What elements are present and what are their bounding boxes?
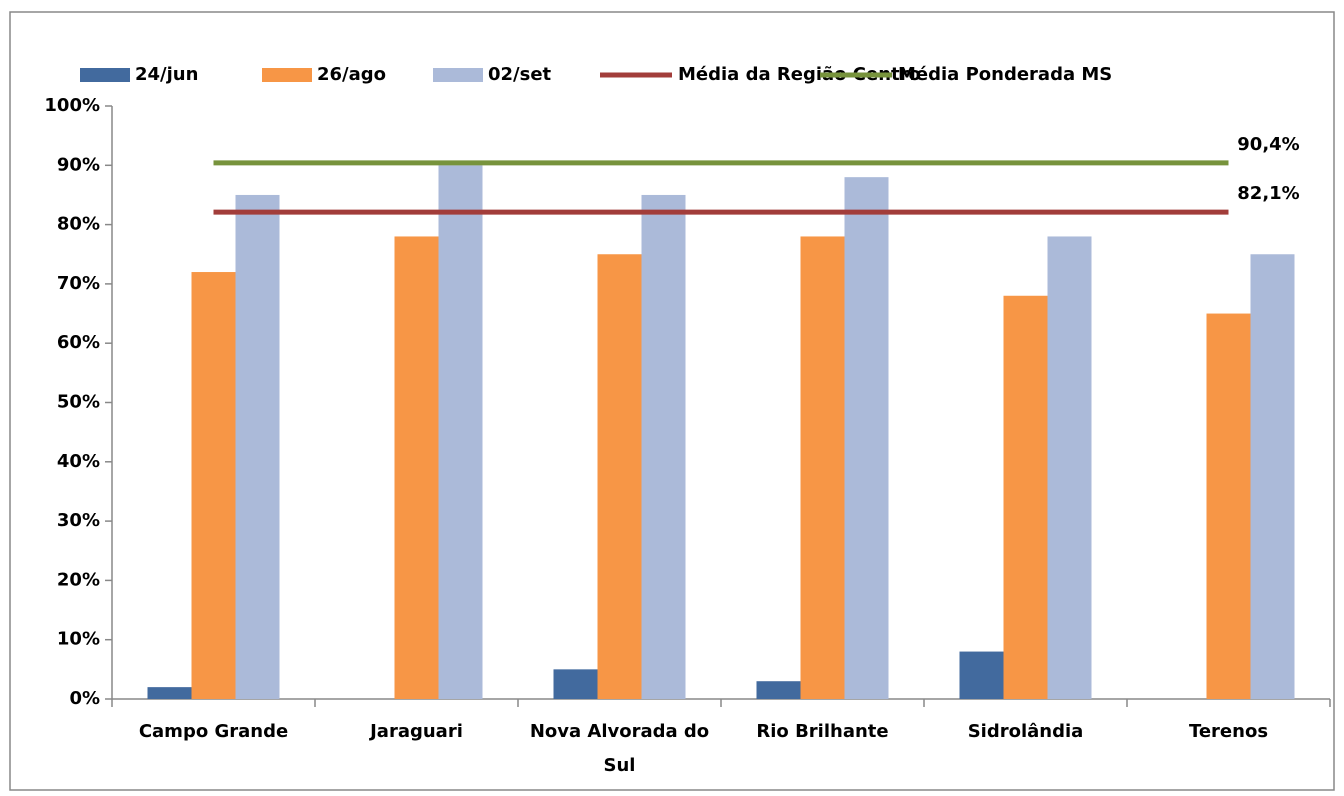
y-tick-label: 70% [57,273,100,294]
bar [553,669,598,699]
bar [756,681,801,699]
bar [641,194,686,699]
x-tick-label: Rio Brilhante [756,721,888,742]
value-label: 82,1% [1237,183,1299,204]
bar [800,236,845,699]
bar [235,194,280,699]
x-tick-label: Campo Grande [139,721,288,742]
y-tick-label: 60% [57,332,100,353]
legend-label: 26/ago [317,64,386,85]
y-tick-label: 90% [57,154,100,175]
bar [1250,254,1295,699]
x-tick-label: Terenos [1189,721,1268,742]
bar [959,651,1004,699]
x-tick-label: Sidrolândia [968,721,1084,742]
x-tick-label: Nova Alvorada do Sul [530,721,709,776]
bar [147,687,192,699]
legend-swatch [262,68,312,82]
y-tick-label: 10% [57,629,100,650]
legend-swatch [80,68,130,82]
bar [1206,313,1251,699]
y-tick-label: 0% [69,688,100,709]
x-tick-label: Jaraguari [368,721,463,742]
y-tick-label: 40% [57,451,100,472]
bar [844,177,889,699]
bar [1003,295,1048,699]
y-tick-label: 30% [57,510,100,531]
bar [438,165,483,700]
bar [1047,236,1092,699]
bar [394,236,439,699]
legend-label: Média Ponderada MS [898,64,1112,85]
legend-label: 24/jun [135,64,198,85]
y-tick-label: 20% [57,569,100,590]
legend-swatch [433,68,483,82]
y-tick-label: 100% [44,95,100,116]
y-tick-label: 50% [57,392,100,413]
value-label: 90,4% [1237,134,1299,155]
legend-label: Média da Região Centro [678,64,921,85]
legend-label: 02/set [488,64,552,85]
y-tick-label: 80% [57,214,100,235]
bar [597,254,642,699]
bar [191,272,236,699]
